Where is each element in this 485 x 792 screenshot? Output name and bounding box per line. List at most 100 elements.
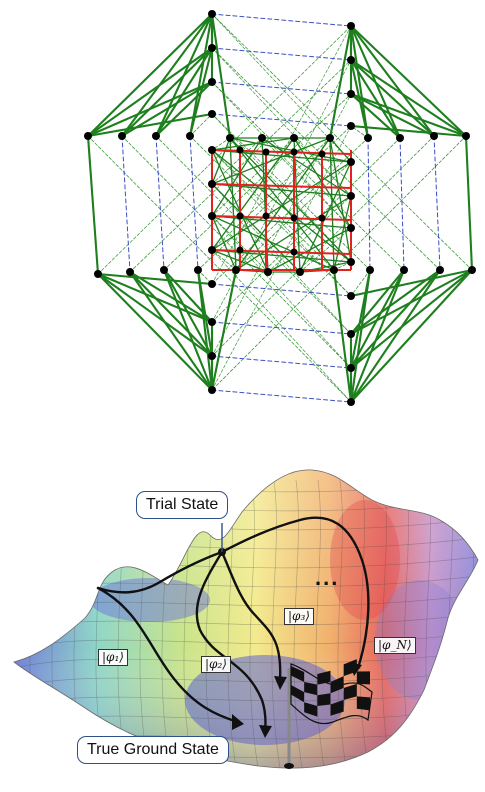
graph-vertex-a8	[208, 246, 216, 254]
graph-vertex-u6	[264, 268, 272, 276]
graph-vertex-b5	[347, 158, 355, 166]
solid-edge-33	[349, 92, 468, 138]
graph-vertex-u3	[160, 266, 168, 274]
dashed-edge-41	[350, 269, 371, 297]
path-phi1-label: |φ₁⟩	[98, 649, 128, 666]
mesh-line-v-17	[381, 479, 393, 769]
graph-vertex-b6	[347, 192, 355, 200]
graph-vertex-a10	[208, 318, 216, 326]
dashed-edge-11	[261, 137, 352, 229]
graph-vertex-b3	[347, 90, 355, 98]
solid-edge-53	[349, 268, 442, 370]
flag-cell-2-0	[291, 685, 305, 703]
flag-cell-0-0	[291, 666, 305, 683]
graph-vertex-u8	[330, 266, 338, 274]
dashed-edge-42	[211, 81, 405, 271]
inner-vertex-6	[290, 214, 298, 222]
solid-edge-25	[349, 268, 474, 404]
dashed-edge-22	[211, 135, 467, 391]
solid-edge-30	[86, 112, 214, 138]
ellipsis-label: ...	[315, 565, 340, 590]
red-grid-horizontal-1	[211, 183, 352, 189]
graph-vertex-b2	[347, 56, 355, 64]
graph-vertex-b7	[347, 224, 355, 232]
mesh-line-h-15	[14, 764, 478, 769]
inner-solid-edge-102	[235, 137, 331, 271]
graph-vertex-u1	[94, 270, 102, 278]
dashed-edge-18	[211, 137, 401, 323]
graph-vertex-t7	[290, 134, 298, 142]
solid-edge-49	[162, 268, 214, 358]
solid-edge-35	[464, 134, 474, 272]
graph-vertex-a1	[208, 10, 216, 18]
trial-branch-left	[96, 550, 224, 594]
blue-rung-ab-9	[211, 283, 352, 297]
inner-solid-edge-69	[211, 137, 231, 185]
path-phiN	[220, 516, 370, 670]
mesh-line-h-10	[14, 669, 478, 691]
graph-vertex-b10	[347, 330, 355, 338]
solid-edge-23	[349, 268, 406, 404]
mesh-line-v-16	[359, 479, 371, 769]
arrowhead-phi3	[274, 676, 287, 690]
graph-vertex-u10	[400, 266, 408, 274]
graph-vertex-a5	[208, 146, 216, 154]
solid-edge-14	[96, 272, 214, 392]
blue-rung-tu-3	[155, 135, 165, 271]
solid-edge-47	[349, 58, 436, 138]
graph-vertex-b8	[347, 258, 355, 266]
inner-solid-edge-91	[267, 227, 352, 273]
ground-state-callout: True Ground State	[77, 736, 229, 764]
solid-edge-21	[332, 268, 353, 404]
dashed-edge-59	[211, 125, 352, 391]
energy-landscape	[13, 469, 479, 769]
inner-solid-edge-76	[211, 215, 335, 271]
graph-vertex-a11	[208, 352, 216, 360]
solid-edge-3	[188, 12, 214, 138]
graph-vertex-u7	[296, 268, 304, 276]
inner-vertex-4	[236, 212, 244, 220]
inner-vertex-0	[236, 146, 244, 154]
dashed-edge-55	[211, 249, 352, 403]
dashed-edge-6	[189, 113, 213, 137]
flag-base	[284, 763, 294, 769]
graph-vertex-a12	[208, 386, 216, 394]
graph-vertex-b1	[347, 22, 355, 30]
inner-vertex-7	[318, 214, 326, 222]
inner-solid-edge-83	[329, 137, 352, 163]
flag-cell-2-4	[343, 683, 357, 700]
solid-edge-8	[349, 24, 370, 140]
blue-rung-ab-4	[211, 113, 352, 127]
solid-edge-54	[120, 80, 214, 138]
inner-vertex-2	[290, 148, 298, 156]
path-phi3-label: |φ₃⟩	[284, 608, 314, 625]
dashed-edge-38	[211, 149, 335, 271]
graph-vertex-u11	[436, 266, 444, 274]
blue-rung-ab-11	[211, 355, 352, 369]
solid-edge-36	[96, 272, 214, 286]
inner-vertex-9	[290, 248, 298, 256]
solid-edge-31	[86, 134, 100, 276]
ridge-red	[330, 500, 400, 620]
dashed-edge-31	[197, 125, 352, 271]
graph-vertex-t5	[226, 134, 234, 142]
dashed-edge-51	[211, 113, 352, 263]
blue-rung-tu-2	[121, 135, 131, 273]
graph-vertex-b11	[347, 364, 355, 372]
blue-rung-ab-2	[211, 47, 352, 61]
solid-edge-11	[349, 24, 468, 138]
inner-solid-edge-86	[261, 137, 352, 197]
red-grid-horizontal-3	[211, 249, 352, 255]
graph-vertex-a2	[208, 44, 216, 52]
blue-rung-ab-12	[211, 389, 352, 403]
solid-edge-59	[162, 268, 214, 324]
solid-edge-57	[349, 92, 436, 138]
red-grid-horizontal-0	[211, 149, 352, 155]
solid-edge-55	[154, 80, 214, 138]
graph-vertex-a6	[208, 180, 216, 188]
mesh-line-v-14	[315, 479, 327, 769]
dashed-edge-29	[163, 93, 352, 271]
flag-cell-1-5	[356, 671, 370, 685]
red-inner-grid	[211, 149, 352, 271]
blue-rung-tu-11	[433, 135, 441, 271]
